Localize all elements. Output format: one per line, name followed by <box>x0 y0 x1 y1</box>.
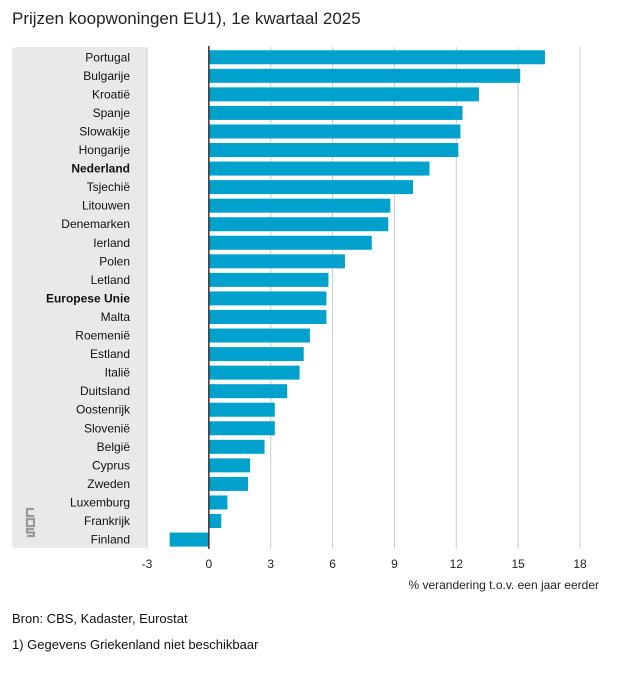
category-label: Luxemburg <box>70 495 130 509</box>
x-tick-label: 15 <box>511 557 525 571</box>
bar <box>208 198 391 213</box>
bar <box>208 291 327 306</box>
footnote: 1) Gegevens Griekenland niet beschikbaar <box>12 637 259 652</box>
category-label: Nederland <box>71 162 130 176</box>
category-label: Zweden <box>87 477 130 491</box>
bar <box>208 384 288 399</box>
category-label: Polen <box>99 254 130 268</box>
category-label: Roemenië <box>75 329 130 343</box>
bar-chart: Portugal Bulgarije Kroatië Spanje Slowakije H… <box>12 46 599 592</box>
bar <box>208 347 304 362</box>
category-label: Europese Unie <box>46 291 130 305</box>
bar <box>208 254 345 269</box>
bar <box>208 309 327 324</box>
category-labels: Portugal Bulgarije Kroatië Spanje Slowakije H… <box>46 50 131 546</box>
bar <box>208 272 329 287</box>
category-label: Slowakije <box>79 124 130 138</box>
bars <box>169 50 545 547</box>
bar <box>208 68 521 83</box>
bar <box>208 235 372 250</box>
bar <box>208 458 251 473</box>
category-label: Duitsland <box>80 384 130 398</box>
category-label: Spanje <box>93 106 131 120</box>
x-tick-label: 9 <box>391 557 398 571</box>
bar <box>208 105 463 120</box>
bar <box>208 421 275 436</box>
category-label: Estland <box>90 347 130 361</box>
category-label: Tsjechië <box>87 180 131 194</box>
category-label: Hongarije <box>79 143 131 157</box>
category-label: Frankrijk <box>84 514 131 528</box>
bar <box>208 161 430 176</box>
category-label: Litouwen <box>82 199 130 213</box>
x-tick-label: 0 <box>206 557 213 571</box>
x-tick-label: 3 <box>267 557 274 571</box>
bar <box>208 365 300 380</box>
bar <box>169 532 209 547</box>
category-label: Bulgarije <box>83 69 130 83</box>
category-label: Oostenrijk <box>76 403 131 417</box>
bar <box>208 476 249 491</box>
category-label: Kroatië <box>92 87 130 101</box>
bar <box>208 514 222 529</box>
category-label: Denemarken <box>61 217 130 231</box>
category-label: Ierland <box>93 236 130 250</box>
bar <box>208 124 461 139</box>
label-panel <box>12 47 147 548</box>
category-label: Portugal <box>85 50 130 64</box>
x-tick-labels: -3 0 3 6 9 12 15 18 <box>142 557 587 571</box>
bar <box>208 402 275 417</box>
category-label: Cyprus <box>92 458 130 472</box>
category-label: Finland <box>91 533 130 547</box>
bar <box>208 180 413 195</box>
bar <box>208 50 545 65</box>
bar <box>208 495 228 510</box>
bar <box>208 143 459 158</box>
category-label: Letland <box>91 273 130 287</box>
cbs-logo <box>25 507 36 538</box>
category-label: Malta <box>101 310 131 324</box>
bar <box>208 439 265 454</box>
x-tick-label: 12 <box>450 557 464 571</box>
category-label: Italië <box>105 366 131 380</box>
x-axis-label: % verandering t.o.v. een jaar eerder <box>408 578 599 592</box>
source-note: Bron: CBS, Kadaster, Eurostat <box>12 611 188 626</box>
category-label: Slovenië <box>84 421 130 435</box>
x-tick-label: -3 <box>142 557 153 571</box>
bar <box>208 87 479 102</box>
category-label: België <box>97 440 131 454</box>
bar <box>208 328 310 343</box>
x-tick-label: 6 <box>329 557 336 571</box>
x-tick-label: 18 <box>573 557 587 571</box>
bar <box>208 217 389 232</box>
chart-title: Prijzen koopwoningen EU1), 1e kwartaal 2… <box>12 9 361 28</box>
